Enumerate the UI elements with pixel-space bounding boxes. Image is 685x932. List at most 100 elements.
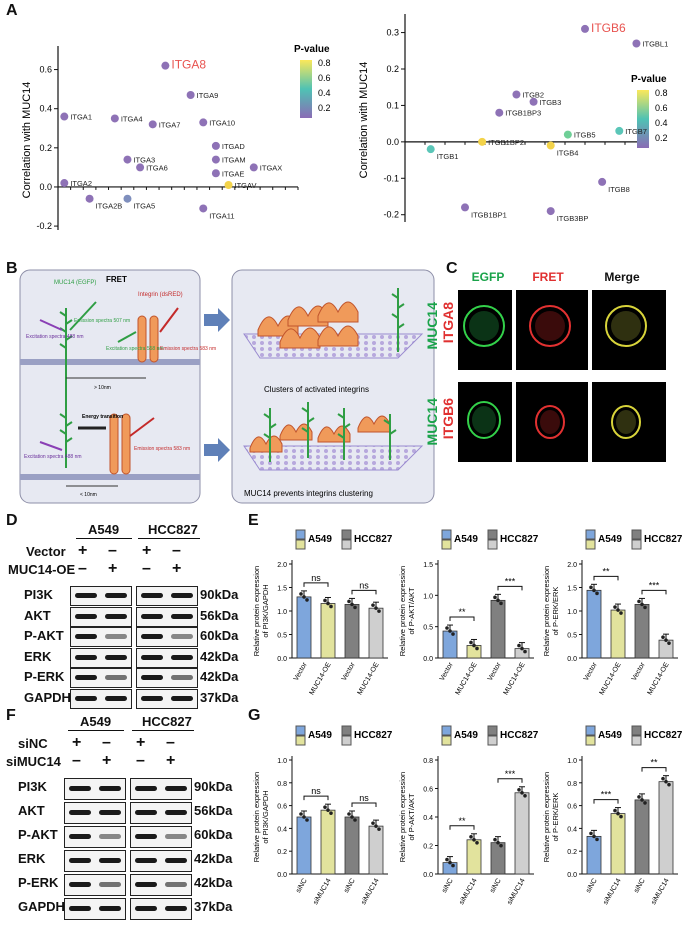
legend-swatch-a549 <box>441 725 452 736</box>
y-tick-label: 0.8 <box>567 781 577 788</box>
data-point-itgb3 <box>529 97 538 106</box>
replicate-dot <box>377 827 381 831</box>
replicate-dot <box>595 591 599 596</box>
wb-d-band <box>171 695 193 701</box>
replicate-dot <box>451 632 455 636</box>
y-tick-label: 0.2 <box>277 849 287 856</box>
bar-1 <box>466 645 482 659</box>
point-label-itgb2: ITGB2 <box>522 91 544 100</box>
x-tick-label: siNC <box>489 878 503 895</box>
y-tick-label: 0.0 <box>277 656 287 663</box>
bar-1 <box>320 603 336 659</box>
row-label-muc14-1: MUC14 <box>424 302 440 350</box>
wb-d-sign: – <box>142 560 151 577</box>
sig-label: ns <box>311 786 321 796</box>
y-tick-label: 0.5 <box>277 633 287 640</box>
x-tick-label: siNC <box>295 878 309 895</box>
legend-swatch-a549-treat <box>295 735 306 746</box>
point-label-itga11: ITGA11 <box>209 211 234 220</box>
replicate-dot <box>523 649 527 654</box>
legend-swatch-hcc827-treat <box>487 735 498 746</box>
wb-d-blot-strip <box>136 668 198 688</box>
data-point-itga7 <box>148 120 157 129</box>
bar-0 <box>296 596 312 659</box>
wb-f-sign: + <box>136 734 146 751</box>
wb-f-kda-label: 42kDa <box>194 851 233 866</box>
wb-f-band <box>165 834 187 839</box>
data-point-itgb7 <box>615 126 624 135</box>
bar-2 <box>344 604 360 659</box>
bar-3 <box>368 825 384 875</box>
point-label-itgb3bp: ITGB3BP <box>557 214 589 223</box>
point-label-itga7: ITGA7 <box>159 120 181 129</box>
y-axis-label: Relative protein expression <box>398 566 407 656</box>
y-tick-label: 0.4 <box>423 815 433 822</box>
replicate-dot <box>520 790 524 795</box>
wb-f-protein-label: P-AKT <box>18 827 58 842</box>
wb-f-blot-strip <box>64 826 126 848</box>
clusters-caption: Clusters of activated integrins <box>264 385 369 394</box>
data-point-itgb8 <box>598 177 607 186</box>
legend-tick: 0.4 <box>655 118 668 128</box>
legend-swatch-hcc827 <box>487 725 498 736</box>
point-label-itgb3: ITGB3 <box>540 98 562 107</box>
data-point-itgb2 <box>512 90 521 99</box>
point-label-itga8: ITGA8 <box>171 58 206 72</box>
point-label-itgad: ITGAD <box>222 142 246 151</box>
wb-f-band <box>165 882 187 887</box>
wb-f-band <box>135 810 157 815</box>
wb-d-band <box>75 634 97 639</box>
legend-tick: 0.8 <box>318 58 331 68</box>
wb-f-kda-label: 56kDa <box>194 803 233 818</box>
y-tick-label: 0.0 <box>386 137 399 147</box>
bar-chart-g-pi3k: A549 HCC827 0.0 0.2 0.4 0.6 0.8 1.0 Relative pro… <box>252 725 393 906</box>
replicate-dot <box>374 606 378 610</box>
excitation-488-label-top: Excitation spectra 488 nm <box>26 334 84 340</box>
y-axis-label: of P-ERK/ERK <box>551 587 560 636</box>
legend-swatch-a549 <box>585 725 596 736</box>
wb-d-blot-strip <box>70 627 132 647</box>
wb-f-band <box>69 834 91 839</box>
wb-d-protein-label: PI3K <box>24 587 53 602</box>
data-point-itga8 <box>161 61 170 70</box>
replicate-dot <box>445 626 449 630</box>
sig-label: *** <box>505 576 516 586</box>
legend-swatch-hcc827 <box>341 725 352 736</box>
point-label-itgb8: ITGB8 <box>608 185 630 194</box>
wb-f-band <box>69 882 91 887</box>
legend-label-hcc827: HCC827 <box>500 534 539 545</box>
wb-d-sign: + <box>172 560 182 577</box>
wb-f-protein-label: AKT <box>18 803 45 818</box>
wb-d-blot-strip <box>70 586 132 606</box>
sig-label: *** <box>505 769 516 779</box>
sig-bracket <box>449 825 475 830</box>
point-label-itgb1bp1: ITGB1BP1 <box>471 210 507 219</box>
wb-d-kda-label: 56kDa <box>200 607 239 623</box>
replicate-dot <box>350 602 354 607</box>
y-tick-label: 0.8 <box>423 758 433 765</box>
wb-d-cond-vector: Vector <box>26 544 66 559</box>
bar-0 <box>586 589 602 659</box>
data-point-itga4 <box>110 114 119 123</box>
wb-f-sign: + <box>166 752 176 769</box>
x-tick-label: siNC <box>441 878 455 895</box>
wb-d-protein-label: GAPDH <box>24 689 71 705</box>
row-label-itgb6: ITGB6 <box>440 398 456 440</box>
wb-d-band <box>141 695 163 701</box>
data-point-itgax <box>249 163 258 172</box>
legend-swatch-hcc827 <box>631 529 642 540</box>
replicate-dot <box>475 841 479 845</box>
bar-1 <box>466 839 482 875</box>
wb-d-protein-label: AKT <box>24 607 51 623</box>
wb-f-cond-simuc14: siMUC14 <box>6 754 61 769</box>
legend-label-hcc827: HCC827 <box>644 730 683 741</box>
wb-f-band <box>135 882 157 887</box>
legend-label-hcc827: HCC827 <box>500 730 539 741</box>
correlation-scatter-itgb: 0.3 0.2 0.1 0.0 -0.1 -0.2 Correlation with MUC… <box>358 14 668 223</box>
point-label-itga5: ITGA5 <box>133 202 155 211</box>
bar-3 <box>658 781 674 875</box>
y-tick-label: 0.2 <box>423 844 433 851</box>
point-label-itgb1: ITGB1 <box>437 152 459 161</box>
pvalue-legend: P-value 0.8 0.6 0.4 0.2 <box>294 44 331 118</box>
wb-f-blot-strip <box>130 898 192 920</box>
